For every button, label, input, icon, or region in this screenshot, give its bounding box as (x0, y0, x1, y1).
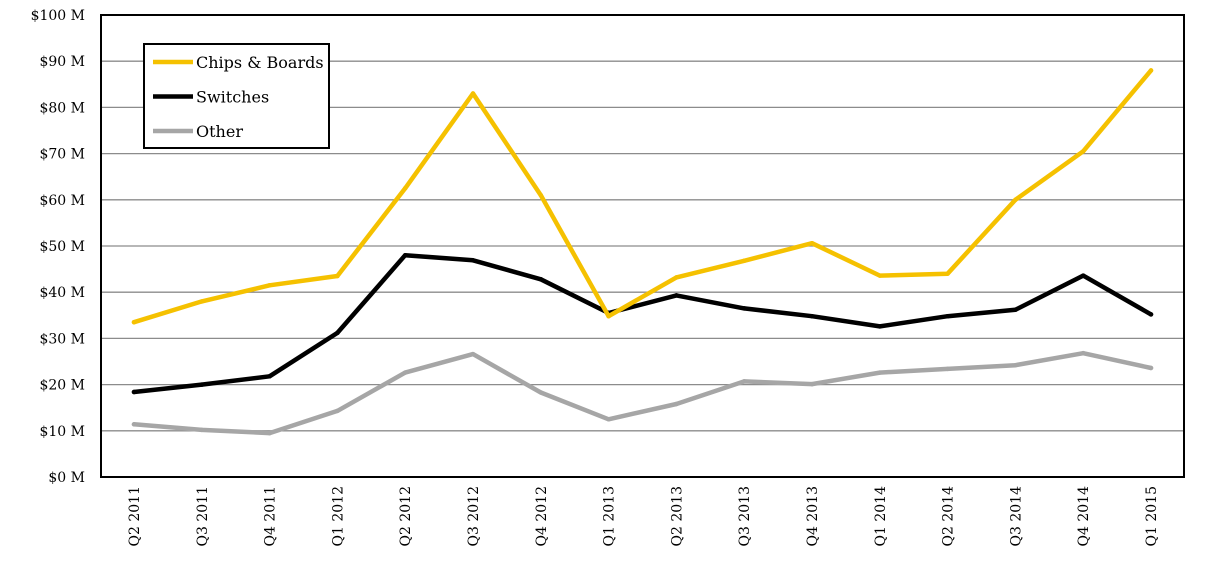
x-tick-label: Q1 2014 (873, 486, 889, 547)
data-point (470, 91, 476, 96)
data-point (809, 381, 815, 387)
data-point (1148, 68, 1154, 73)
data-point (335, 330, 340, 336)
y-tick-label: $90 M (39, 54, 85, 70)
data-point (131, 422, 137, 427)
data-point (741, 306, 747, 311)
y-tick-label: $40 M (39, 285, 85, 301)
x-tick-label: Q3 2012 (466, 486, 482, 546)
x-tick-label: Q4 2011 (263, 486, 279, 546)
x-tick-label: Q3 2011 (195, 486, 211, 546)
data-point (945, 271, 950, 276)
data-point (470, 351, 476, 357)
data-point (877, 324, 883, 329)
data-point (538, 192, 544, 198)
data-point (538, 390, 544, 395)
x-tick-label: Q1 2015 (1144, 486, 1160, 546)
data-point (674, 401, 679, 407)
y-tick-label: $70 M (39, 147, 85, 163)
x-tick-label: Q1 2012 (330, 486, 346, 546)
data-point (741, 379, 747, 384)
y-tick-label: $50 M (39, 239, 85, 255)
data-point (809, 240, 815, 246)
data-point (402, 370, 408, 375)
data-point (267, 430, 272, 436)
data-point (267, 283, 272, 288)
data-point (1013, 307, 1018, 313)
data-point (199, 299, 205, 304)
x-tick-label: Q4 2014 (1076, 486, 1092, 547)
data-point (809, 313, 815, 319)
x-tick-label: Q2 2011 (127, 486, 143, 546)
y-tick-label: $20 M (39, 378, 85, 394)
x-tick-label: Q3 2014 (1008, 486, 1024, 547)
data-point (877, 273, 883, 278)
data-point (1148, 312, 1154, 317)
data-point (606, 417, 611, 422)
data-point (199, 427, 205, 433)
data-point (674, 275, 679, 280)
data-point (1013, 362, 1018, 368)
series-line-switches (131, 252, 1154, 395)
gridlines (101, 60, 1184, 432)
data-point (674, 293, 679, 298)
data-point (131, 389, 137, 395)
data-point (267, 374, 272, 379)
data-point (335, 273, 340, 279)
data-point (402, 252, 408, 258)
data-point (131, 319, 137, 325)
data-point (1080, 149, 1086, 154)
y-tick-label: $100 M (31, 8, 85, 24)
data-point (945, 313, 950, 319)
y-axis: $0 M $10 M $20 M $30 M $40 M $50 M $60 M $70 M $… (31, 8, 85, 486)
y-tick-label: $30 M (39, 331, 85, 347)
data-point (1013, 197, 1018, 203)
y-tick-label: $0 M (48, 470, 85, 486)
data-point (1080, 350, 1086, 356)
x-tick-label: Q2 2014 (941, 486, 957, 547)
series-line-other (131, 350, 1154, 436)
legend-label: Switches (196, 88, 269, 107)
y-tick-label: $60 M (39, 193, 85, 209)
series-line-chips-boards (131, 68, 1154, 325)
data-point (1148, 365, 1154, 371)
data-point (402, 186, 408, 191)
y-tick-label: $10 M (39, 424, 85, 440)
data-point (1080, 273, 1086, 278)
x-tick-label: Q3 2013 (737, 486, 753, 546)
x-tick-label: Q2 2012 (398, 486, 414, 546)
data-point (199, 382, 205, 387)
plot-frame (100, 14, 1185, 478)
legend-label: Other (196, 122, 243, 141)
x-tick-label: Q4 2012 (534, 486, 550, 546)
legend: Chips & Boards Switches Other (143, 43, 330, 149)
x-tick-label: Q1 2013 (602, 486, 618, 546)
legend-label: Chips & Boards (196, 53, 324, 72)
series-lines (131, 68, 1154, 436)
data-point (741, 258, 747, 264)
x-axis: Q2 2011 Q3 2011 Q4 2011 Q1 2012 Q2 2012 Q3 20… (127, 486, 1160, 547)
data-point (945, 366, 950, 372)
data-point (538, 277, 544, 282)
data-point (335, 408, 340, 414)
data-point (470, 258, 476, 263)
y-tick-label: $80 M (39, 100, 85, 116)
x-tick-label: Q2 2013 (669, 486, 685, 546)
data-point (877, 370, 883, 375)
data-point (606, 313, 611, 319)
x-tick-label: Q4 2013 (805, 486, 821, 546)
